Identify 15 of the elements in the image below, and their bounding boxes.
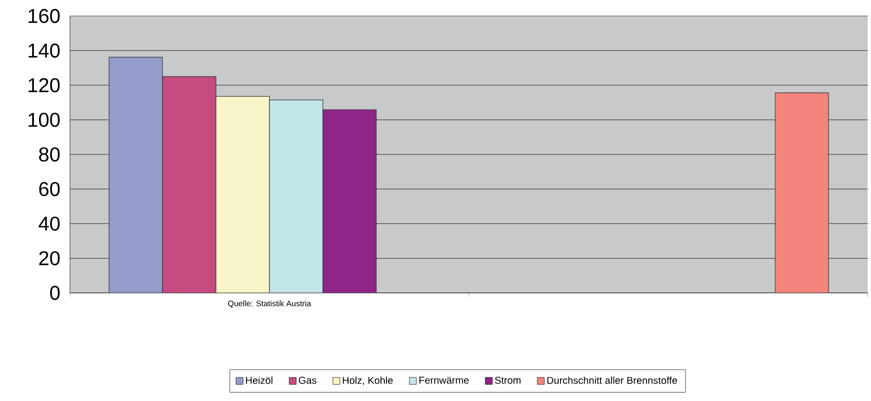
legend-label: Durchschnitt aller Brennstoffe [547,376,678,384]
y-tick-label: 0 [50,286,60,300]
y-tick-label: 140 [28,44,60,58]
y-tick-label: 100 [28,112,60,127]
y-tick-label: 60 [39,182,60,196]
y-tick-label: 20 [39,251,60,266]
legend-label: Heizöl [246,376,272,384]
legend-label: Gas [298,376,316,384]
y-tick-label: 120 [28,78,60,92]
y-tick-label: 160 [28,8,60,24]
y-tick-label: 40 [38,216,60,231]
legend-label: Fernwärme [419,376,469,384]
legend-label: Strom [494,376,521,384]
y-tick-label: 80 [39,147,60,162]
legend-label: Holz, Kohle [342,376,393,386]
